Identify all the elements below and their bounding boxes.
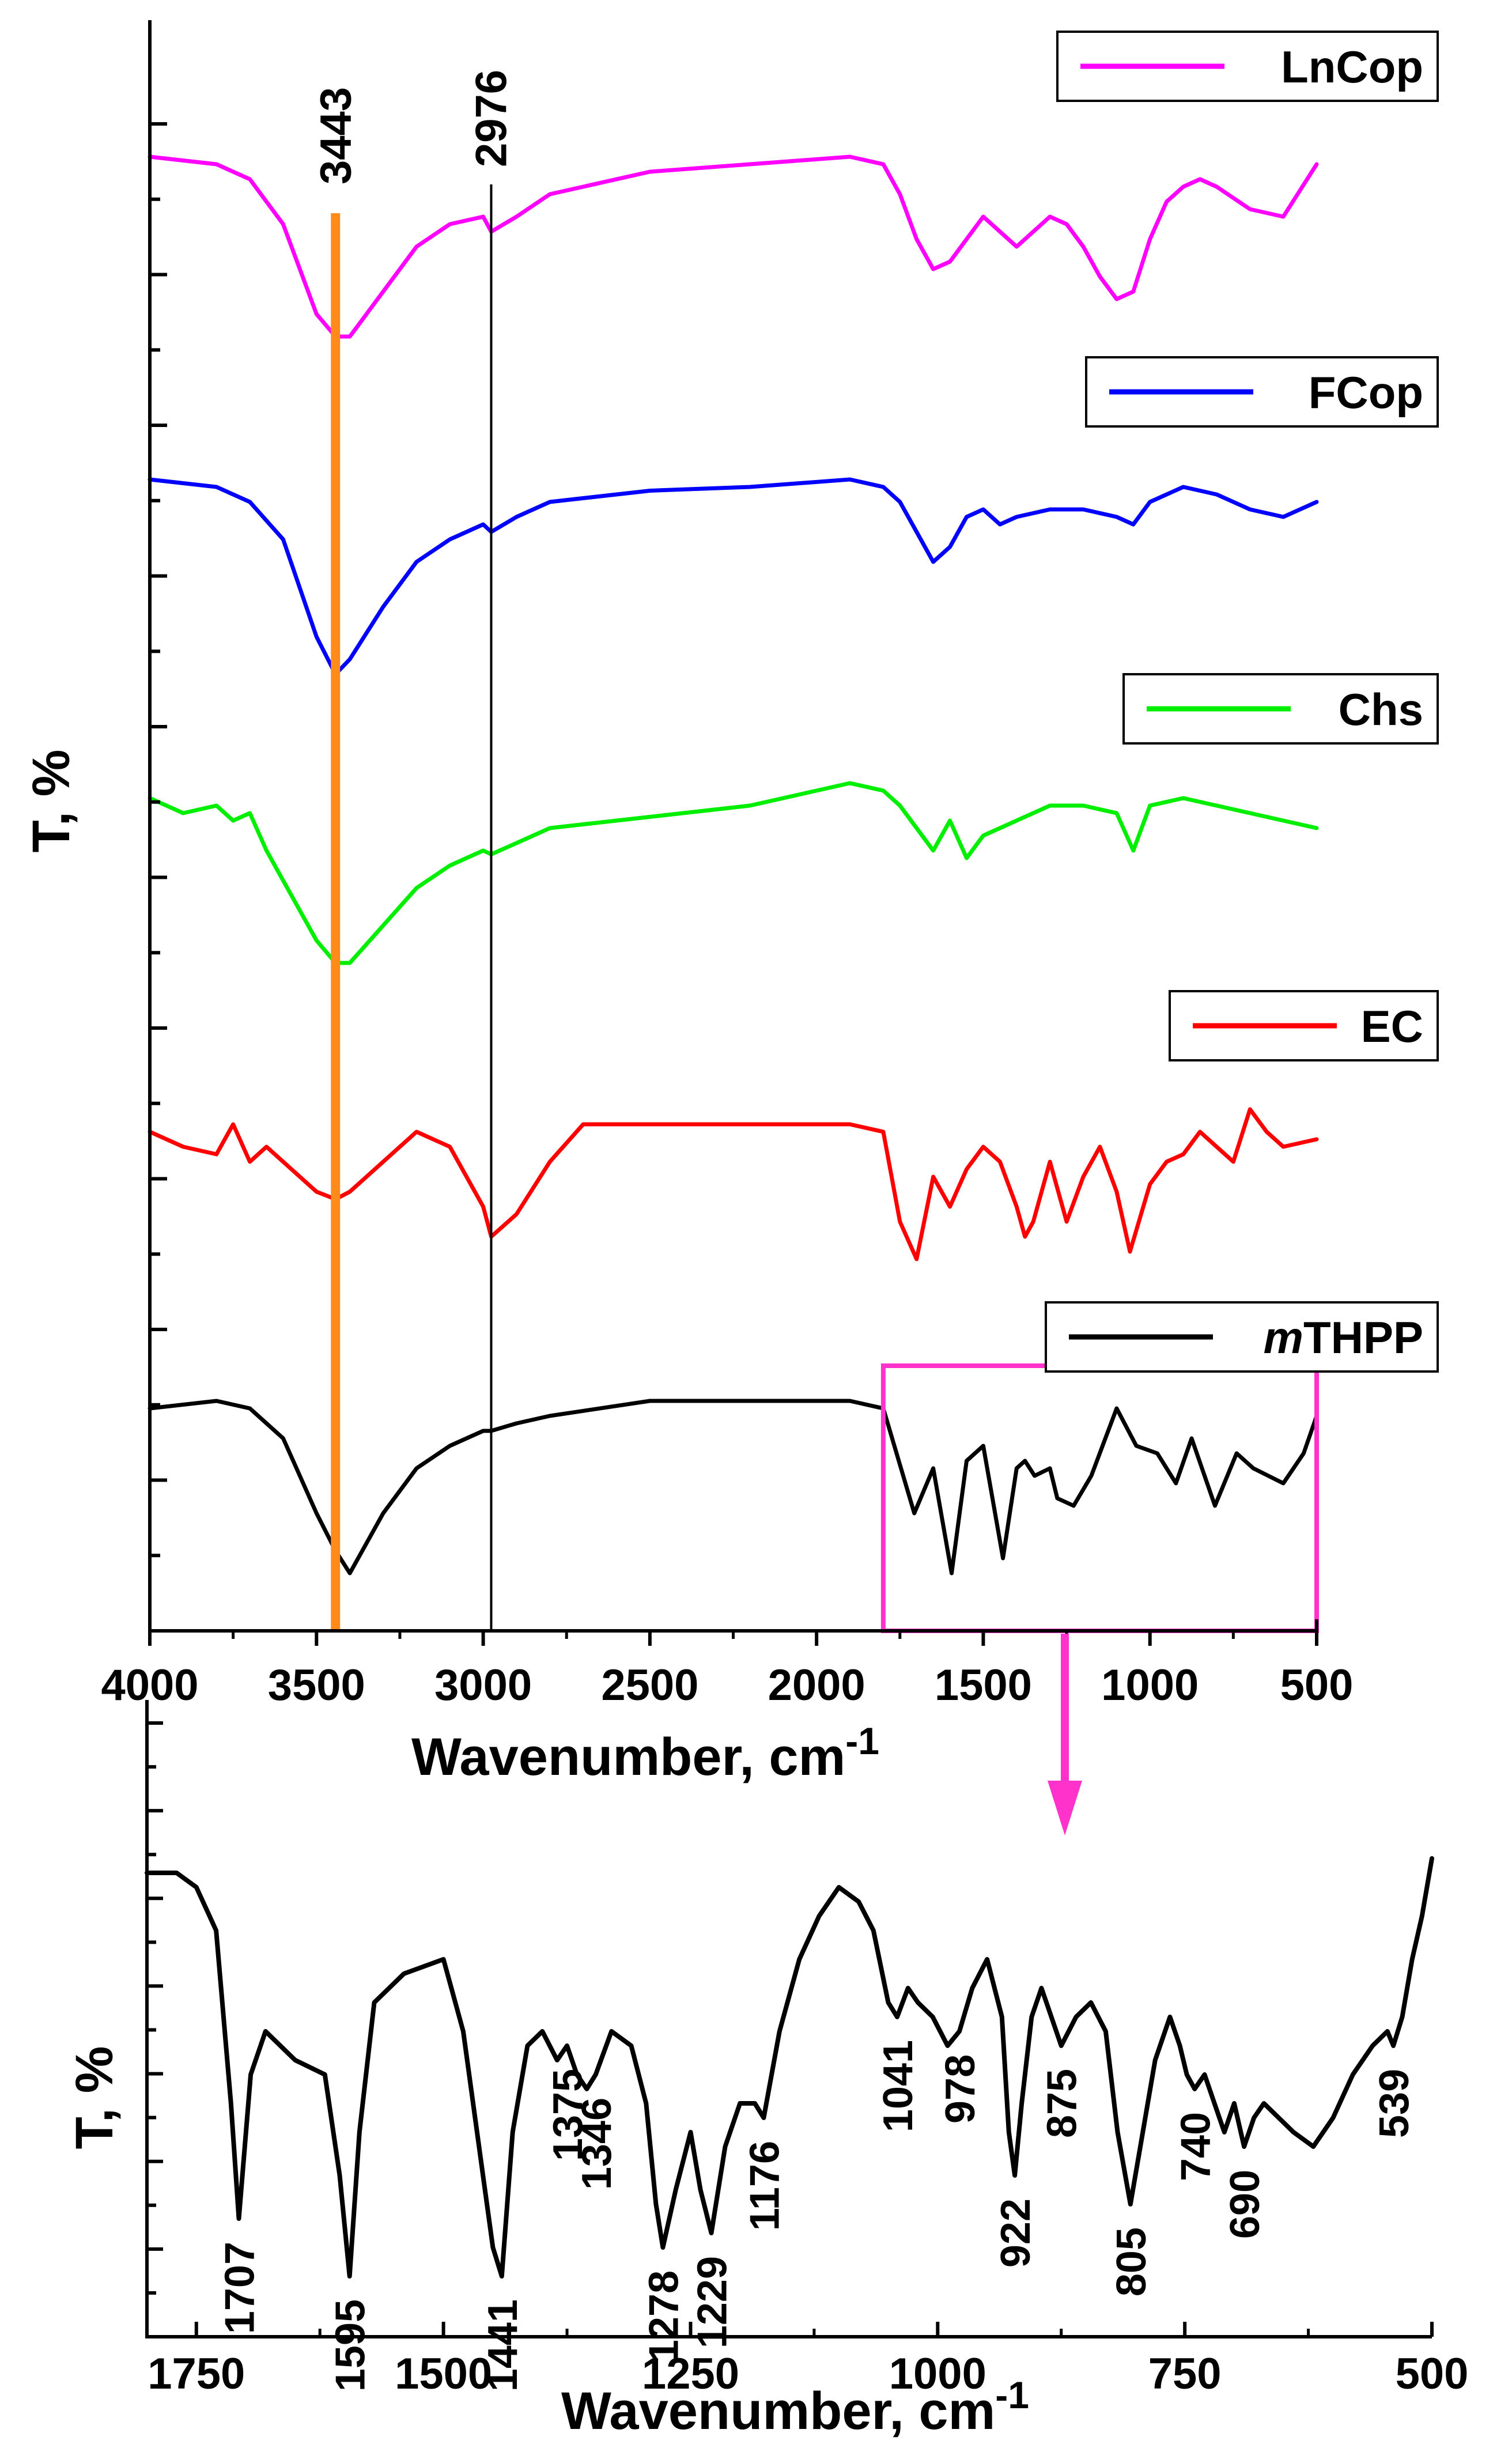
bottom-axes-frame: [145, 1700, 1432, 2338]
legend-label-ec: EC: [1361, 1001, 1423, 1052]
top-y-ticks: [150, 122, 167, 1633]
peak-label-805: 805: [1109, 2227, 1155, 2296]
legend-mthpp: mTHPP: [1045, 1301, 1439, 1373]
peak-label-1707: 1707: [217, 2242, 263, 2334]
top-x-tick-label-2500: 2500: [601, 1661, 698, 1710]
top-x-axis-label: Wavenumber, cm-1: [411, 1720, 879, 1786]
peak-label-1229: 1229: [690, 2256, 736, 2348]
series-line-fcop: [148, 477, 1319, 677]
legend-boxes: LnCop FCop Chs EC mTHPP: [1045, 31, 1439, 1373]
bottom-x-axis-label: Wavenumber, cm-1: [561, 2374, 1029, 2440]
bottom-x-tick-label-500: 500: [1396, 2349, 1469, 2398]
peak-label-1441: 1441: [480, 2299, 526, 2391]
series-line-lncop: [148, 154, 1319, 339]
top-x-tick-label-500: 500: [1280, 1661, 1354, 1710]
bottom-x-tick-labels: 1750 1500 1250 1000 750 500: [148, 2349, 1468, 2398]
peak-label-875: 875: [1040, 2069, 1086, 2138]
legend-lncop: LnCop: [1056, 31, 1439, 102]
peak-label-1375: 1375: [545, 2069, 591, 2161]
top-chart: 4000 3500 3000 2500 2000 1500 1000 500 3443 2976…: [22, 20, 1439, 1786]
bottom-x-tick-label-1750: 1750: [148, 2349, 245, 2398]
bottom-x-tick-label-750: 750: [1148, 2349, 1222, 2398]
legend-label-lncop: LnCop: [1281, 41, 1423, 92]
top-x-tick-label-1500: 1500: [935, 1661, 1032, 1710]
peak-label-1595: 1595: [328, 2299, 374, 2391]
top-x-tick-label-1000: 1000: [1101, 1661, 1199, 1710]
top-x-ticks: [148, 1631, 1318, 1646]
peak-label-1041: 1041: [875, 2040, 921, 2132]
legend-label-mthpp: mTHPP: [1264, 1312, 1423, 1363]
top-y-axis-label: T, %: [22, 750, 81, 853]
series-line-ec: [148, 1107, 1319, 1261]
peak-label-922: 922: [993, 2198, 1039, 2268]
bottom-y-ticks: [147, 1721, 163, 2338]
top-x-tick-labels: 4000 3500 3000 2500 2000 1500 1000 500: [101, 1661, 1353, 1710]
series-line-mthpp-zoom: [145, 1856, 1434, 2279]
legend-fcop: FCop: [1085, 356, 1439, 428]
top-x-tick-label-4000: 4000: [101, 1661, 198, 1710]
bottom-series-group: [145, 1856, 1434, 2279]
bottom-y-axis-label: T, %: [65, 2046, 124, 2149]
bottom-x-tick-label-1500: 1500: [395, 2349, 492, 2398]
bottom-x-tick-label-1250: 1250: [642, 2349, 739, 2398]
peak-label-1346: 1346: [574, 2098, 620, 2190]
legend-chs: Chs: [1122, 673, 1439, 745]
reference-label-3443: 3443: [311, 87, 360, 184]
bottom-x-tick-label-1000: 1000: [889, 2349, 986, 2398]
zoom-arrow: [1048, 1634, 1082, 1835]
legend-label-chs: Chs: [1339, 684, 1423, 735]
series-line-chs: [148, 781, 1319, 965]
peak-label-1176: 1176: [742, 2141, 788, 2231]
peak-label-539: 539: [1371, 2069, 1418, 2138]
bottom-x-ticks: [194, 2322, 1434, 2337]
top-x-tick-label-3000: 3000: [434, 1661, 532, 1710]
top-x-tick-label-3500: 3500: [268, 1661, 365, 1710]
peak-label-1278: 1278: [641, 2270, 687, 2363]
series-line-mthpp: [148, 1399, 1319, 1576]
reference-label-2976: 2976: [467, 70, 516, 167]
reference-line-labels: 3443 2976: [311, 70, 516, 184]
peak-label-690: 690: [1222, 2170, 1268, 2239]
legend-label-fcop: FCop: [1309, 367, 1423, 418]
peak-label-978: 978: [938, 2054, 984, 2124]
peak-label-740: 740: [1173, 2112, 1219, 2181]
top-x-tick-label-2000: 2000: [768, 1661, 865, 1710]
zoom-region-box: [880, 1363, 1320, 1633]
legend-ec: EC: [1169, 990, 1439, 1061]
